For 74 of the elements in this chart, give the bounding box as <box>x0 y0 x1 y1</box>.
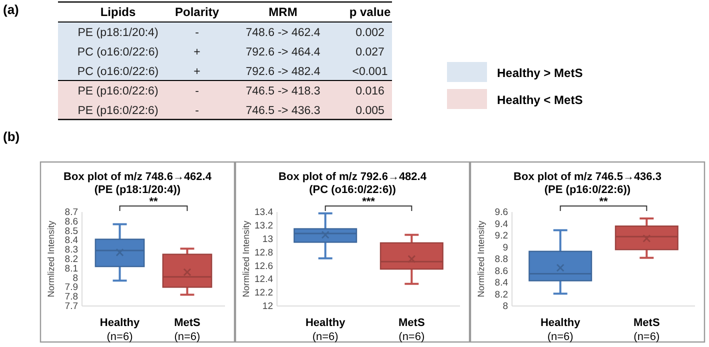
chart-title: Box plot of m/z 792.6→482.4 <box>278 171 428 183</box>
y-tick-label: 7.9 <box>64 282 78 294</box>
text: PE (p16:0/22:6) <box>78 105 158 117</box>
category-label: Polarity <box>174 5 220 19</box>
text: 792.6 -> 464.4 <box>246 46 320 58</box>
y-tick-label: 9.4 <box>494 218 508 230</box>
y-tick-label: 7.8 <box>64 292 78 303</box>
text: *** <box>362 196 376 208</box>
y-tick-label: 8.4 <box>64 235 78 246</box>
y-axis-title: Normlized Intensity <box>241 220 251 298</box>
text: PE (p18:1/20:4) <box>78 27 158 39</box>
text: 748.6 -> 462.4 <box>246 27 320 39</box>
y-tick-label: 8.8 <box>494 254 508 266</box>
y-tick-label: 8 <box>72 272 78 284</box>
y-tick-label: 7.7 <box>64 301 78 312</box>
text: PC (o16:0/22:6) <box>77 66 159 78</box>
x-tick-label: MetS (n=6) <box>398 317 425 343</box>
chart-title: Box plot of m/z 746.5→436.3 <box>514 171 662 183</box>
y-tick-label: 13 <box>262 234 273 245</box>
text: 0.005 <box>356 105 384 117</box>
text: PC (o16:0/22:6) <box>77 46 159 58</box>
chart-title: Box plot of m/z 748.6→462.4 <box>64 171 212 183</box>
text: + <box>194 66 200 78</box>
text: ** <box>149 196 158 208</box>
y-tick-label: 9.2 <box>494 230 508 242</box>
text: (a) <box>3 2 19 17</box>
text: 0.027 <box>356 46 384 58</box>
text: ** <box>599 196 608 208</box>
y-tick-label: 12.6 <box>254 260 273 272</box>
category-label: MRM <box>268 5 298 19</box>
y-tick-label: 8.5 <box>64 226 78 237</box>
text: 0.002 <box>356 27 384 39</box>
y-tick-label: 12.8 <box>254 247 273 258</box>
category-label: Lipids <box>100 5 136 19</box>
y-tick-label: 8.1 <box>64 263 78 274</box>
x-tick-label: MetS (n=6) <box>174 317 200 343</box>
y-tick-label: 8.2 <box>494 289 508 300</box>
x-tick-label: Healthy (n=6) <box>100 317 141 343</box>
y-tick-label: 8.2 <box>64 254 78 266</box>
text: 746.5 -> 436.3 <box>246 105 320 117</box>
chart-subtitle: (PE (p18:1/20:4)) <box>94 184 181 196</box>
text: + <box>194 46 200 58</box>
y-tick-label: 9 <box>502 242 508 254</box>
y-tick-label: 8.7 <box>64 207 78 218</box>
text: - <box>195 86 199 98</box>
text: 0.016 <box>356 86 384 98</box>
x-tick-label: Healthy (n=6) <box>540 317 582 343</box>
y-tick-label: 8.4 <box>494 278 508 289</box>
x-tick-label: Healthy (n=6) <box>305 317 346 343</box>
y-tick-label: 8.6 <box>494 266 508 277</box>
y-axis-title: Normlized Intensity <box>476 220 486 298</box>
y-tick-label: 12.2 <box>254 288 273 299</box>
chart-subtitle: (PC (o16:0/22:6)) <box>309 184 396 196</box>
text: - <box>195 105 199 117</box>
y-tick-label: 12.4 <box>254 274 273 286</box>
text: 746.5 -> 418.3 <box>246 86 320 98</box>
y-tick-label: 13.2 <box>254 220 273 232</box>
y-tick-label: 12 <box>262 301 273 312</box>
text: 792.6 -> 482.4 <box>246 66 320 78</box>
y-tick-label: 9.6 <box>494 207 508 218</box>
y-tick-label: 8.3 <box>64 244 78 256</box>
x-tick-label: MetS (n=6) <box>634 317 660 343</box>
y-tick-label: 8 <box>502 301 508 312</box>
y-tick-label: 8.6 <box>64 216 78 228</box>
text: (b) <box>3 129 20 144</box>
text: Healthy < MetS <box>497 93 583 107</box>
chart-subtitle: (PE (p16:0/22:6)) <box>544 184 631 196</box>
category-label: p value <box>349 5 391 19</box>
text: - <box>195 27 199 39</box>
y-axis-title: Normlized Intensity <box>46 220 56 298</box>
text: <0.001 <box>352 66 388 78</box>
y-tick-label: 13.4 <box>254 207 273 218</box>
text: PE (p16:0/22:6) <box>78 86 158 98</box>
text: Healthy > MetS <box>497 66 583 80</box>
